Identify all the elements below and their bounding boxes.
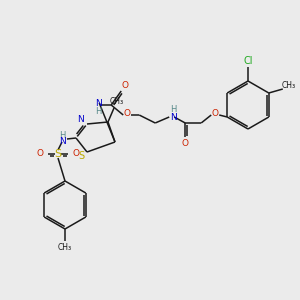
Text: O: O bbox=[124, 110, 131, 118]
Text: O: O bbox=[122, 82, 129, 91]
Text: CH₃: CH₃ bbox=[110, 97, 124, 106]
Text: H: H bbox=[95, 106, 101, 116]
Text: H: H bbox=[170, 106, 176, 115]
Text: O: O bbox=[73, 149, 80, 158]
Text: Cl: Cl bbox=[243, 56, 253, 66]
Text: O: O bbox=[212, 110, 219, 118]
Text: N: N bbox=[170, 112, 177, 122]
Text: H: H bbox=[59, 130, 65, 140]
Text: O: O bbox=[37, 149, 44, 158]
Text: CH₃: CH₃ bbox=[58, 244, 72, 253]
Text: N: N bbox=[95, 98, 102, 107]
Text: S: S bbox=[78, 151, 84, 161]
Text: CH₃: CH₃ bbox=[282, 82, 296, 91]
Text: N: N bbox=[60, 137, 66, 146]
Text: S: S bbox=[54, 149, 61, 159]
Text: N: N bbox=[78, 115, 84, 124]
Text: O: O bbox=[182, 139, 189, 148]
